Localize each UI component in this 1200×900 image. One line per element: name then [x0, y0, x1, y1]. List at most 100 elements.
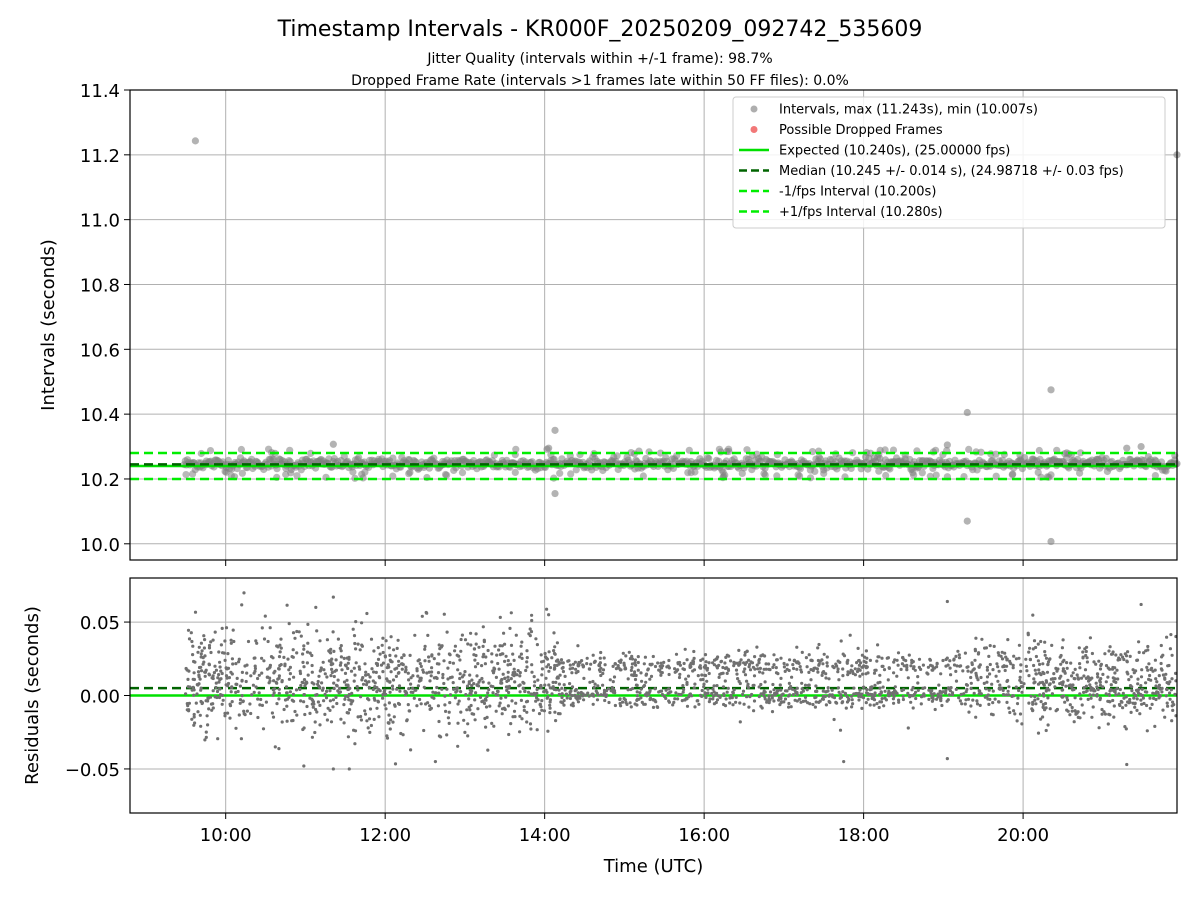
residual-point [764, 662, 768, 666]
residual-point [430, 670, 434, 674]
residual-point [520, 656, 524, 661]
residual-outlier-point [547, 613, 551, 617]
residual-point [1111, 698, 1115, 703]
residual-point [376, 699, 380, 703]
residual-point [865, 656, 869, 660]
residual-point [437, 652, 441, 656]
residual-point [388, 727, 392, 731]
residual-point [409, 748, 413, 752]
residual-point [237, 660, 241, 664]
residual-point [707, 661, 711, 665]
residual-point [739, 658, 743, 662]
residual-point [763, 680, 767, 684]
residual-point [472, 647, 476, 651]
residual-point [751, 665, 756, 669]
residual-point [329, 674, 333, 678]
residual-point [533, 680, 537, 684]
residual-point [277, 655, 282, 659]
residual-point [678, 672, 682, 677]
residual-point [210, 708, 214, 712]
residual-point [587, 667, 592, 671]
residual-point [985, 665, 990, 669]
residual-point [970, 662, 974, 667]
residual-point [870, 685, 874, 689]
residual-point [257, 691, 261, 695]
residual-point [964, 690, 968, 694]
residual-point [1161, 708, 1165, 712]
interval-outlier-point [329, 440, 337, 448]
interval-point [189, 470, 197, 478]
residual-point [985, 675, 990, 679]
residual-point [681, 690, 685, 694]
residual-point [692, 656, 696, 661]
residual-point [435, 685, 439, 690]
residual-point [494, 709, 498, 713]
residual-point [841, 674, 845, 678]
residual-point [203, 654, 207, 658]
residual-point [1003, 651, 1007, 655]
residual-point [223, 714, 227, 718]
residual-point [392, 715, 396, 719]
residual-point [486, 691, 490, 695]
residual-point [830, 693, 834, 697]
residual-point [318, 685, 322, 690]
residual-point [654, 700, 658, 704]
residual-point [795, 686, 799, 690]
residual-point [256, 676, 260, 681]
residual-point [646, 667, 650, 671]
residual-point [285, 704, 289, 708]
residual-point [396, 638, 400, 642]
residual-point [465, 708, 469, 712]
residual-point [1017, 688, 1021, 693]
residual-outlier-point [842, 759, 846, 764]
residual-point [767, 662, 771, 666]
residual-point [223, 658, 227, 663]
residual-point [207, 646, 212, 650]
residual-point [738, 662, 742, 666]
x-tick-label: 20:00 [997, 825, 1049, 846]
residual-point [203, 670, 207, 674]
residual-point [228, 716, 232, 720]
residual-point [377, 715, 381, 719]
residual-point [219, 669, 223, 673]
residual-point [1157, 683, 1161, 687]
residual-point [786, 694, 791, 698]
residual-point [209, 640, 213, 644]
residual-point [328, 708, 332, 713]
residual-point [270, 711, 274, 715]
residual-point [1125, 660, 1129, 664]
residual-point [299, 683, 303, 688]
residual-point [302, 665, 306, 669]
residual-point [1002, 664, 1006, 668]
residual-point [254, 685, 258, 689]
residual-point [850, 664, 854, 668]
legend-label: Possible Dropped Frames [779, 123, 943, 138]
residual-point [930, 668, 934, 672]
residual-point [1165, 635, 1169, 639]
residual-point [630, 665, 634, 670]
residual-point [323, 692, 327, 696]
residual-point [280, 680, 284, 684]
interval-outlier-point [1123, 444, 1131, 452]
residual-point [795, 699, 799, 703]
residual-point [354, 620, 358, 624]
residual-point [1136, 682, 1140, 686]
residual-point [691, 669, 695, 673]
residual-point [876, 643, 880, 647]
residual-point [417, 679, 421, 683]
residual-point [522, 708, 526, 713]
residual-point [850, 669, 855, 673]
residual-point [1160, 690, 1164, 694]
residual-point [1050, 692, 1054, 696]
residual-point [702, 665, 706, 669]
residual-point [389, 635, 393, 639]
residual-point [464, 693, 468, 697]
residual-point [1117, 656, 1121, 660]
residual-point [856, 646, 860, 651]
residual-point [825, 661, 829, 665]
residual-point [599, 673, 603, 678]
residual-point [191, 653, 195, 657]
residual-point [373, 685, 377, 689]
residual-point [1088, 693, 1092, 697]
residual-point [1047, 683, 1051, 687]
